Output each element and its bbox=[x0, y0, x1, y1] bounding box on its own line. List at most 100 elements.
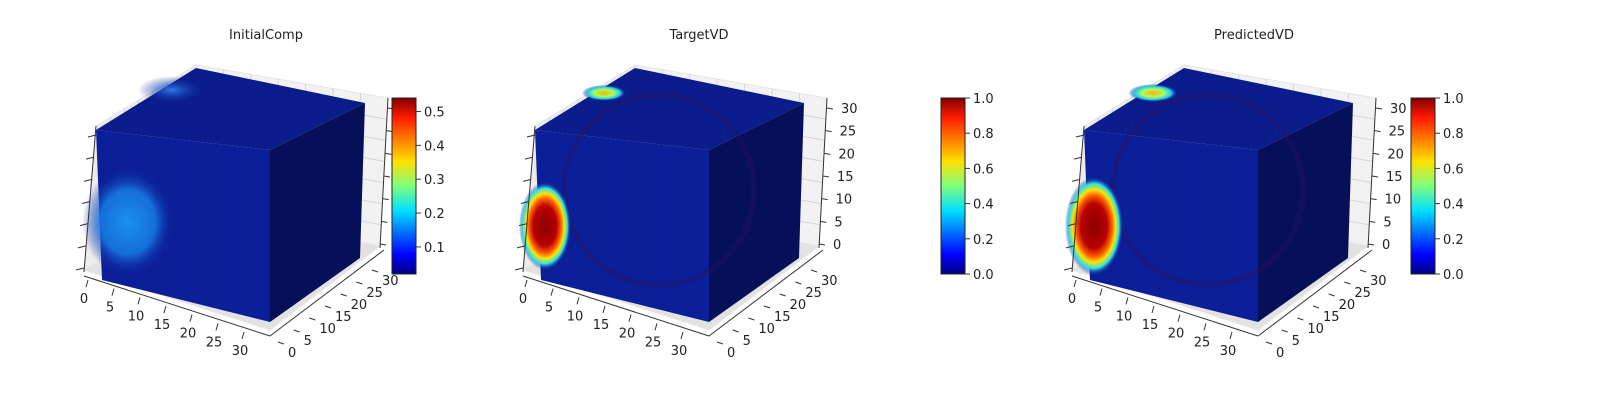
z-tick-label: 10 bbox=[836, 193, 853, 208]
y-tick-label: 10 bbox=[1307, 322, 1324, 337]
x-tick-label: 15 bbox=[1142, 318, 1159, 333]
y-tick-mark bbox=[356, 281, 363, 285]
z-tick-mark bbox=[526, 134, 536, 138]
x-axis-line bbox=[522, 275, 710, 337]
x-tick-label: 0 bbox=[80, 292, 88, 307]
z-axis-line bbox=[1071, 125, 1085, 273]
z-tick-mark bbox=[818, 243, 826, 246]
colorbar-tick-label: 0.6 bbox=[973, 162, 994, 177]
z-tick-mark bbox=[379, 243, 387, 246]
z-tick-label: 30 bbox=[1390, 102, 1407, 117]
y-tick-mark bbox=[810, 269, 818, 273]
z-tick-mark bbox=[87, 134, 97, 138]
x-tick-mark bbox=[628, 314, 632, 322]
z-tick-mark bbox=[520, 201, 530, 204]
colorbar-tick-label: 0.1 bbox=[424, 241, 445, 256]
y-tick-mark bbox=[371, 269, 379, 273]
z-tick-mark bbox=[1367, 243, 1375, 246]
chart-title: PredictedVD bbox=[1214, 28, 1294, 43]
x-tick-label: 20 bbox=[1168, 327, 1185, 342]
x-tick-label: 15 bbox=[593, 318, 610, 333]
z-tick-mark bbox=[1075, 134, 1085, 138]
z-tick-label: 0 bbox=[833, 238, 841, 253]
colorbar-tick-label: 0.0 bbox=[1443, 268, 1464, 283]
y-tick-label: 30 bbox=[1370, 274, 1387, 289]
colorbar-tick-label: 0.8 bbox=[973, 127, 994, 142]
z-tick-mark bbox=[381, 220, 388, 223]
y-tick-label: 20 bbox=[1339, 298, 1356, 313]
z-axis-right-line bbox=[379, 97, 389, 249]
x-tick-mark bbox=[1151, 305, 1155, 314]
z-tick-mark bbox=[385, 152, 392, 155]
x-tick-label: 5 bbox=[1094, 301, 1102, 316]
y-tick-mark bbox=[1359, 269, 1367, 273]
voxel-grid-side bbox=[1258, 103, 1353, 322]
z-tick-mark bbox=[516, 245, 526, 249]
z-tick-mark bbox=[514, 267, 524, 271]
y-tick-label: 30 bbox=[821, 274, 838, 289]
z-tick-mark bbox=[1375, 107, 1383, 110]
y-tick-label: 15 bbox=[774, 310, 791, 325]
x-tick-label: 10 bbox=[128, 309, 145, 324]
hot-spot-front bbox=[1064, 176, 1124, 276]
sphere-shadow bbox=[561, 92, 757, 288]
y-tick-label: 20 bbox=[351, 298, 368, 313]
y-tick-label: 0 bbox=[727, 346, 735, 361]
x-tick-label: 25 bbox=[206, 335, 223, 350]
colorbar-tick-label: 1.0 bbox=[1443, 92, 1464, 107]
z-tick-label: 25 bbox=[1389, 125, 1406, 140]
x-tick-label: 20 bbox=[619, 327, 636, 342]
y-tick-label: 10 bbox=[758, 322, 775, 337]
z-axis-right-line bbox=[1367, 97, 1377, 249]
y-axis-line bbox=[708, 249, 824, 337]
chart-title: InitialComp bbox=[229, 28, 303, 43]
x-tick-label: 5 bbox=[106, 301, 114, 316]
z-tick-mark bbox=[1374, 130, 1381, 133]
y-tick-mark bbox=[340, 293, 347, 297]
x-tick-mark bbox=[85, 279, 89, 288]
y-tick-mark bbox=[748, 317, 755, 321]
colorbar-tick-label: 0.2 bbox=[1443, 233, 1464, 248]
value-blob-front bbox=[82, 168, 174, 276]
z-tick-label: 30 bbox=[841, 102, 858, 117]
z-tick-mark bbox=[81, 201, 91, 204]
x-tick-label: 25 bbox=[1194, 335, 1211, 350]
y-tick-label: 30 bbox=[382, 274, 399, 289]
x-tick-label: 10 bbox=[567, 309, 584, 324]
y-tick-label: 15 bbox=[1323, 310, 1340, 325]
x-tick-label: 15 bbox=[154, 318, 171, 333]
y-tick-mark bbox=[1281, 329, 1288, 333]
hot-spot-top bbox=[1128, 84, 1178, 102]
hot-spot-front bbox=[519, 182, 571, 270]
y-tick-mark bbox=[779, 293, 786, 297]
y-tick-mark bbox=[1297, 317, 1304, 321]
y-tick-mark bbox=[277, 341, 285, 345]
colorbar bbox=[940, 97, 966, 275]
y-tick-label: 15 bbox=[335, 310, 352, 325]
x-tick-label: 20 bbox=[180, 327, 197, 342]
colorbar-tick-label: 0.4 bbox=[1443, 198, 1464, 213]
z-tick-mark bbox=[518, 223, 528, 227]
x-axis-line bbox=[1071, 275, 1259, 337]
z-tick-mark bbox=[79, 223, 89, 227]
voxel-grid-front bbox=[535, 130, 709, 322]
x-tick-label: 30 bbox=[1220, 344, 1237, 359]
z-tick-mark bbox=[1069, 201, 1079, 204]
colorbar-tick-label: 0.3 bbox=[424, 173, 445, 188]
z-tick-label: 15 bbox=[1386, 170, 1403, 185]
z-tick-mark bbox=[1373, 152, 1380, 155]
x-tick-mark bbox=[1099, 288, 1103, 296]
y-tick-mark bbox=[1344, 281, 1351, 285]
chart-title: TargetVD bbox=[668, 28, 728, 43]
x-tick-mark bbox=[576, 297, 580, 305]
z-tick-label: 5 bbox=[1383, 215, 1391, 230]
z-axis-line bbox=[83, 125, 97, 273]
z-tick-mark bbox=[1065, 245, 1075, 249]
colorbar-tick-label: 0.4 bbox=[973, 198, 994, 213]
z-tick-mark bbox=[825, 130, 832, 133]
y-axis-line bbox=[1257, 249, 1373, 337]
y-tick-label: 25 bbox=[1354, 286, 1371, 301]
x-tick-mark bbox=[215, 323, 219, 331]
z-tick-mark bbox=[382, 198, 389, 201]
